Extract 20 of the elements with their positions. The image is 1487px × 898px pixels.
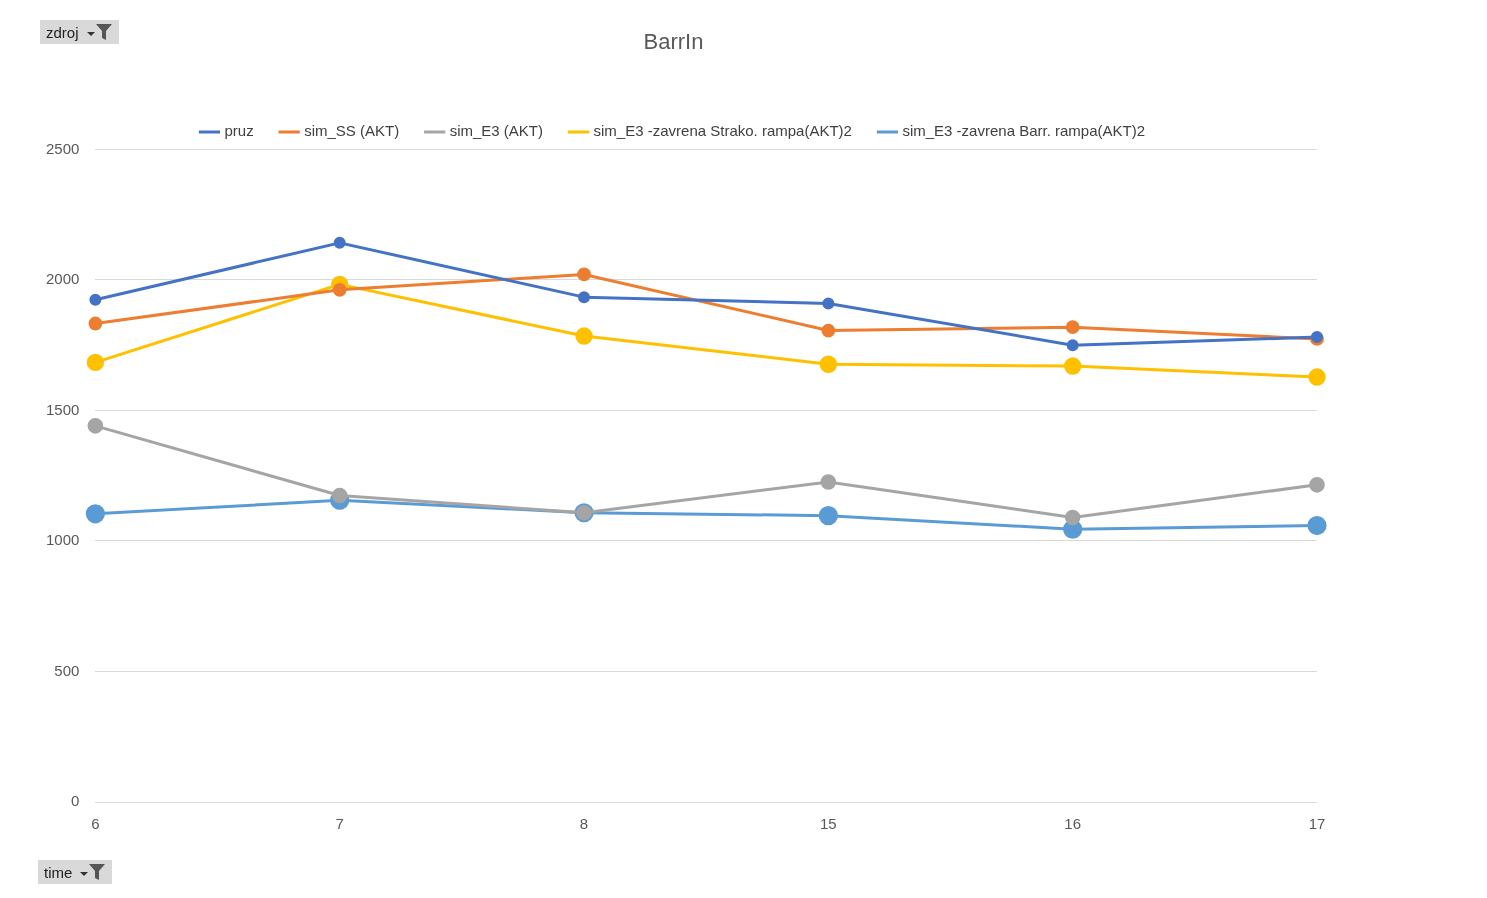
y-tick-label: 2500 xyxy=(45,139,80,157)
x-tick-label: 6 xyxy=(91,815,100,833)
y-tick-label: 500 xyxy=(54,661,80,679)
y-tick-label: 1000 xyxy=(45,531,80,549)
y-tick-label: 2000 xyxy=(45,270,80,288)
legend-label: sim_SS (AKT) xyxy=(304,122,400,140)
x-tick-label: 15 xyxy=(820,815,837,833)
legend-label: sim_E3 -zavrena Strako. rampa(AKT)2 xyxy=(593,122,852,140)
legend-label: pruz xyxy=(224,122,254,140)
filter-button: time xyxy=(38,860,113,884)
legend-label: sim_E3 (AKT) xyxy=(449,122,544,140)
filter-button: zdroj xyxy=(40,20,119,44)
x-tick-label: 7 xyxy=(335,815,344,833)
y-tick-label: 1500 xyxy=(45,400,80,418)
chart-title: BarrIn xyxy=(643,29,704,55)
x-tick-label: 17 xyxy=(1308,815,1326,833)
legend-label: sim_E3 -zavrena Barr. rampa(AKT)2 xyxy=(902,122,1146,140)
x-tick-label: 16 xyxy=(1064,815,1082,833)
y-tick-label: 0 xyxy=(71,792,80,810)
x-tick-label: 8 xyxy=(579,815,589,833)
